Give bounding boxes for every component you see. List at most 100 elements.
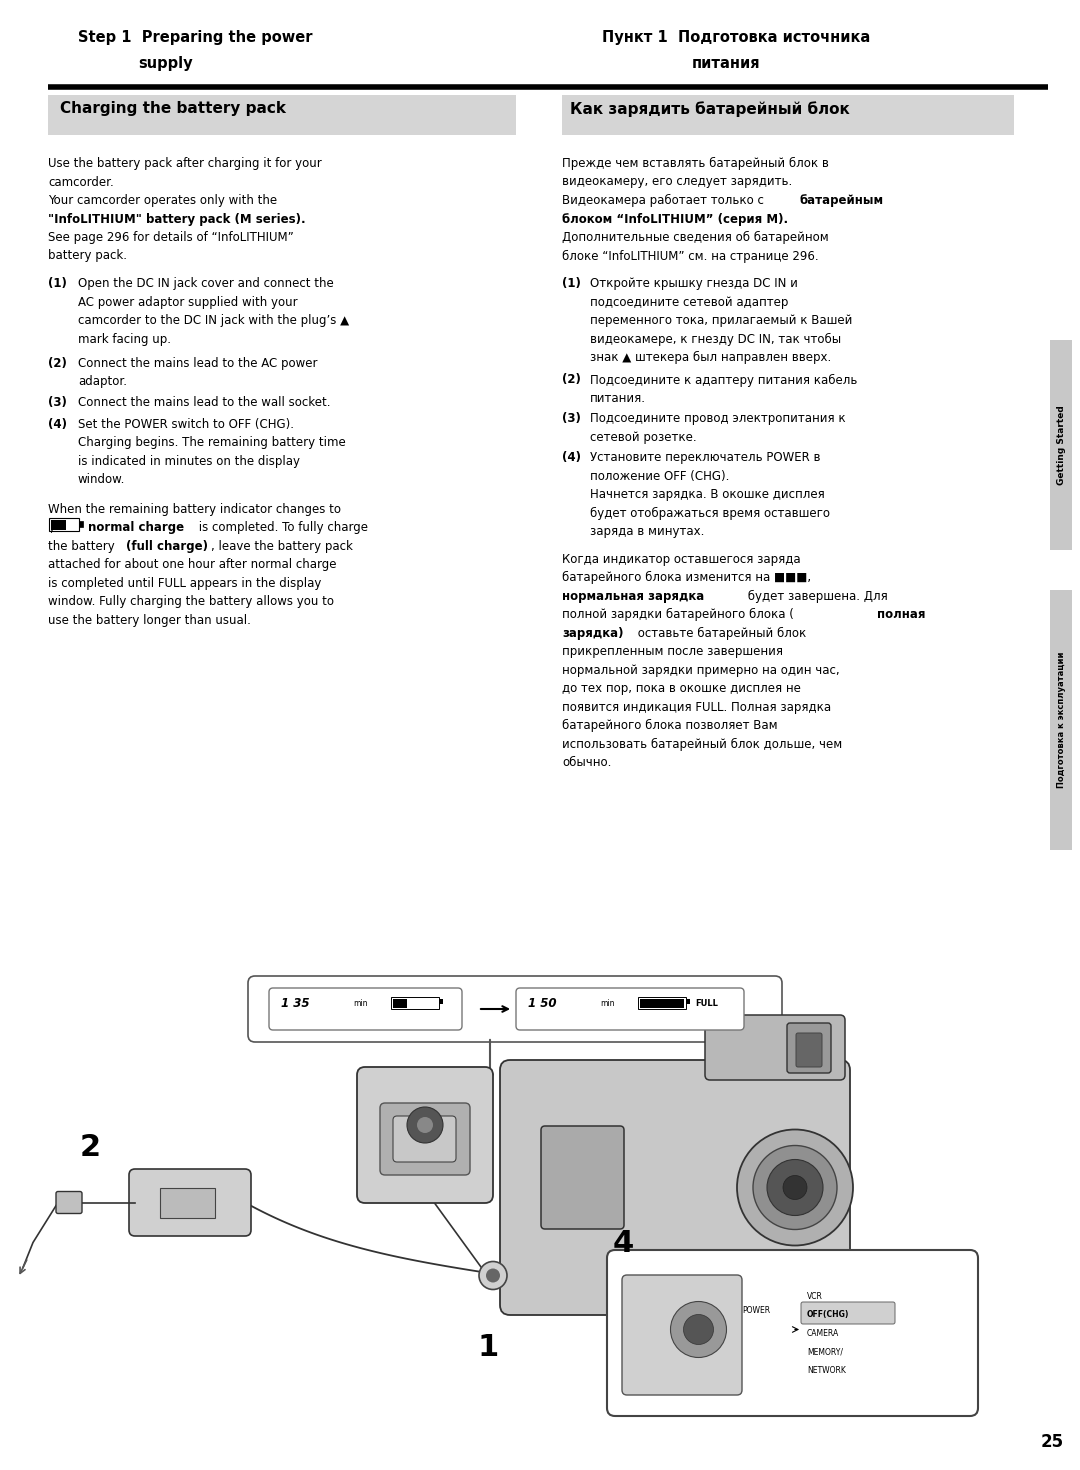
FancyBboxPatch shape bbox=[516, 988, 744, 1030]
Text: battery pack.: battery pack. bbox=[48, 250, 127, 263]
Text: min: min bbox=[600, 1000, 615, 1008]
FancyBboxPatch shape bbox=[787, 1023, 831, 1073]
Text: нормальной зарядки примерно на один час,: нормальной зарядки примерно на один час, bbox=[562, 664, 839, 676]
Text: adaptor.: adaptor. bbox=[78, 375, 127, 388]
Circle shape bbox=[486, 1269, 500, 1282]
FancyBboxPatch shape bbox=[801, 1302, 895, 1324]
Text: camcorder to the DC IN jack with the plug’s ▲: camcorder to the DC IN jack with the plu… bbox=[78, 315, 349, 328]
Bar bbox=[51, 520, 66, 531]
Text: 4: 4 bbox=[612, 1229, 634, 1257]
Bar bbox=[48, 96, 516, 135]
Text: 1: 1 bbox=[477, 1332, 499, 1361]
Text: min: min bbox=[353, 1000, 367, 1008]
Text: Charging the battery pack: Charging the battery pack bbox=[60, 101, 286, 116]
Text: нормальная зарядка: нормальная зарядка bbox=[562, 589, 704, 603]
FancyBboxPatch shape bbox=[129, 1169, 251, 1236]
Text: is completed until FULL appears in the display: is completed until FULL appears in the d… bbox=[48, 576, 322, 589]
Circle shape bbox=[753, 1145, 837, 1229]
Text: Your camcorder operates only with the: Your camcorder operates only with the bbox=[48, 194, 278, 207]
Text: (4): (4) bbox=[562, 451, 581, 465]
Text: появится индикация FULL. Полная зарядка: появится индикация FULL. Полная зарядка bbox=[562, 701, 832, 714]
FancyBboxPatch shape bbox=[357, 1067, 492, 1202]
Text: прикрепленным после завершения: прикрепленным после завершения bbox=[562, 645, 783, 659]
Text: , leave the battery pack: , leave the battery pack bbox=[211, 539, 353, 553]
Text: MEMORY/: MEMORY/ bbox=[807, 1348, 843, 1357]
Text: POWER: POWER bbox=[742, 1307, 770, 1316]
Text: the battery: the battery bbox=[48, 539, 119, 553]
Text: CAMERA: CAMERA bbox=[807, 1329, 839, 1338]
Text: (1): (1) bbox=[48, 278, 67, 290]
Text: питания.: питания. bbox=[590, 392, 646, 404]
Text: (full charge): (full charge) bbox=[126, 539, 208, 553]
Bar bbox=[391, 997, 438, 1008]
Text: обычно.: обычно. bbox=[562, 757, 611, 769]
Text: Open the DC IN jack cover and connect the: Open the DC IN jack cover and connect th… bbox=[78, 278, 334, 290]
Text: 25: 25 bbox=[1040, 1433, 1064, 1451]
Circle shape bbox=[737, 1129, 853, 1245]
Text: (3): (3) bbox=[48, 395, 67, 409]
Bar bbox=[1050, 340, 1072, 550]
Bar bbox=[1050, 589, 1072, 850]
FancyBboxPatch shape bbox=[500, 1060, 850, 1316]
Text: 2: 2 bbox=[80, 1132, 100, 1161]
Text: 1 50: 1 50 bbox=[528, 997, 556, 1010]
Text: NETWORK: NETWORK bbox=[807, 1366, 846, 1374]
Text: 1 35: 1 35 bbox=[281, 997, 310, 1010]
Text: Пункт 1  Подготовка источника: Пункт 1 Подготовка источника bbox=[602, 29, 870, 46]
Text: (1): (1) bbox=[562, 278, 581, 290]
Bar bbox=[804, 1304, 893, 1322]
Text: is indicated in minutes on the display: is indicated in minutes on the display bbox=[78, 454, 300, 467]
Text: camcorder.: camcorder. bbox=[48, 175, 113, 188]
Text: Connect the mains lead to the AC power: Connect the mains lead to the AC power bbox=[78, 357, 318, 370]
Text: подсоедините сетевой адаптер: подсоедините сетевой адаптер bbox=[590, 295, 788, 309]
Text: attached for about one hour after normal charge: attached for about one hour after normal… bbox=[48, 559, 337, 572]
Text: supply: supply bbox=[138, 56, 192, 71]
Text: "InfoLITHIUM" battery pack (M series).: "InfoLITHIUM" battery pack (M series). bbox=[48, 213, 306, 225]
FancyBboxPatch shape bbox=[622, 1274, 742, 1395]
Text: Начнется зарядка. В окошке дисплея: Начнется зарядка. В окошке дисплея bbox=[590, 488, 825, 501]
Bar bbox=[79, 520, 83, 526]
Text: AC power adaptor supplied with your: AC power adaptor supplied with your bbox=[78, 295, 298, 309]
Text: заряда в минутах.: заряда в минутах. bbox=[590, 525, 704, 538]
Text: Use the battery pack after charging it for your: Use the battery pack after charging it f… bbox=[48, 157, 322, 171]
Text: видеокамеру, его следует зарядить.: видеокамеру, его следует зарядить. bbox=[562, 175, 793, 188]
Circle shape bbox=[684, 1314, 714, 1345]
Text: Дополнительные сведения об батарейном: Дополнительные сведения об батарейном bbox=[562, 231, 828, 244]
Text: Charging begins. The remaining battery time: Charging begins. The remaining battery t… bbox=[78, 437, 346, 450]
Text: Когда индикатор оставшегося заряда: Когда индикатор оставшегося заряда bbox=[562, 553, 800, 566]
FancyBboxPatch shape bbox=[796, 1033, 822, 1067]
Text: VCR: VCR bbox=[807, 1292, 823, 1301]
FancyBboxPatch shape bbox=[770, 1285, 870, 1349]
Text: Подсоедините к адаптеру питания кабель: Подсоедините к адаптеру питания кабель bbox=[590, 373, 858, 387]
Text: ,: , bbox=[49, 522, 53, 535]
Bar bbox=[438, 1000, 443, 1004]
Text: (3): (3) bbox=[562, 412, 581, 425]
Text: блоком “InfoLITHIUM” (серия M).: блоком “InfoLITHIUM” (серия M). bbox=[562, 213, 788, 225]
Text: оставьте батарейный блок: оставьте батарейный блок bbox=[634, 626, 807, 639]
FancyBboxPatch shape bbox=[541, 1126, 624, 1229]
Text: зарядка): зарядка) bbox=[562, 626, 623, 639]
Text: Видеокамера работает только с: Видеокамера работает только с bbox=[562, 194, 768, 207]
Text: OFF(CHG): OFF(CHG) bbox=[807, 1310, 849, 1320]
Text: до тех пор, пока в окошке дисплея не: до тех пор, пока в окошке дисплея не bbox=[562, 682, 801, 695]
Text: window.: window. bbox=[78, 473, 125, 487]
Text: батарейного блока изменится на ■■■,: батарейного блока изменится на ■■■, bbox=[562, 572, 811, 585]
Text: будет завершена. Для: будет завершена. Для bbox=[744, 589, 888, 603]
Text: будет отображаться время оставшего: будет отображаться время оставшего bbox=[590, 507, 831, 520]
Circle shape bbox=[480, 1261, 507, 1289]
Text: блоке “InfoLITHIUM” см. на странице 296.: блоке “InfoLITHIUM” см. на странице 296. bbox=[562, 250, 819, 263]
Text: Прежде чем вставлять батарейный блок в: Прежде чем вставлять батарейный блок в bbox=[562, 157, 828, 171]
Circle shape bbox=[407, 1107, 443, 1144]
Text: использовать батарейный блок дольше, чем: использовать батарейный блок дольше, чем bbox=[562, 738, 842, 751]
Bar bbox=[49, 519, 79, 532]
Bar bbox=[392, 998, 406, 1007]
Bar bbox=[160, 1188, 215, 1219]
Text: (2): (2) bbox=[562, 373, 581, 387]
Text: питания: питания bbox=[692, 56, 760, 71]
FancyBboxPatch shape bbox=[393, 1116, 456, 1161]
Circle shape bbox=[767, 1160, 823, 1216]
Circle shape bbox=[783, 1176, 807, 1200]
Text: знак ▲ штекера был направлен вверх.: знак ▲ штекера был направлен вверх. bbox=[590, 351, 832, 365]
Text: normal charge: normal charge bbox=[87, 522, 184, 535]
Text: use the battery longer than usual.: use the battery longer than usual. bbox=[48, 614, 251, 626]
